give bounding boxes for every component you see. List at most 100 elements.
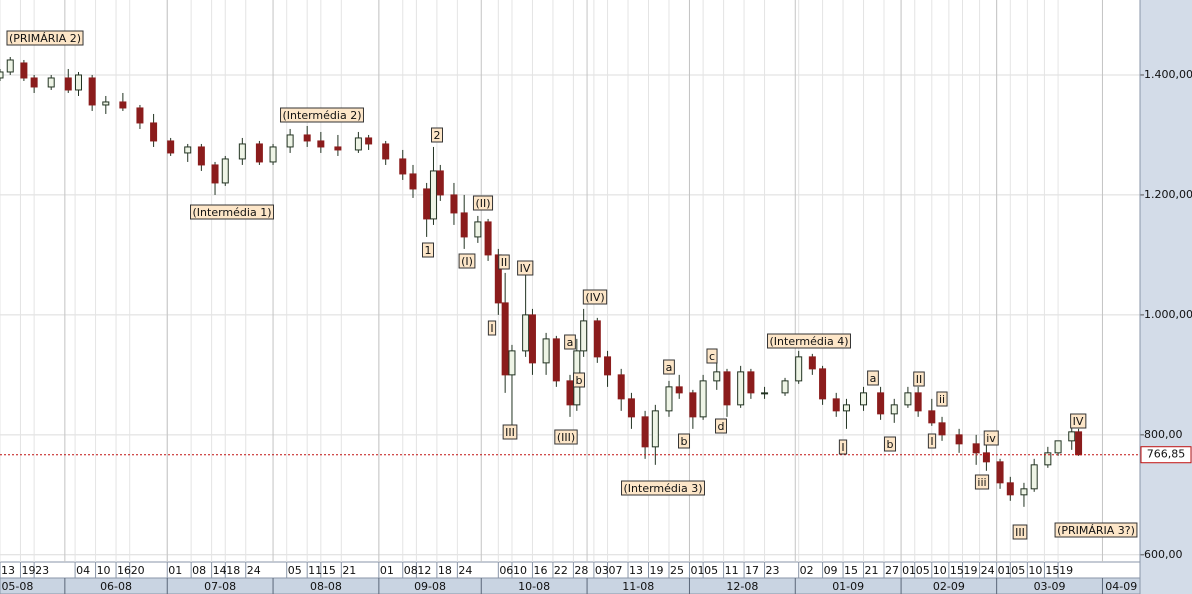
wave-label: iii: [974, 474, 990, 490]
x-tick-label: 15: [950, 564, 964, 577]
wave-label-text: III: [505, 426, 515, 439]
x-tick-label: 07: [609, 564, 623, 577]
x-tick-label: 24: [458, 564, 472, 577]
wave-label-box: [573, 372, 586, 388]
month-label: 08-08: [310, 580, 342, 593]
wave-label: b: [678, 433, 691, 449]
x-tick-label: 01: [902, 564, 916, 577]
wave-label-box: [487, 320, 497, 336]
candle-body: [167, 140, 175, 154]
wave-label-text: b: [576, 374, 583, 387]
candle-body: [842, 404, 850, 412]
candle-body: [75, 74, 83, 91]
candle-body: [819, 368, 827, 400]
y-tick-label: 1.200,00: [1144, 188, 1192, 201]
wave-label-box: [936, 391, 948, 407]
wave-label-text: (PRIMÁRIA 3?): [1057, 524, 1135, 537]
wave-label-box: [472, 195, 494, 211]
wave-label-box: [422, 242, 434, 258]
x-tick-label: 01: [690, 564, 704, 577]
month-label: 11-08: [622, 580, 654, 593]
wave-label-box: [767, 333, 851, 349]
x-tick-label: 21: [342, 564, 356, 577]
wave-label-text: (PRIMÁRIA 2): [9, 32, 81, 45]
wave-label-box: [1054, 522, 1138, 538]
candle-body: [436, 170, 444, 196]
x-tick-label: 19: [964, 564, 978, 577]
wave-label-text: IV: [1073, 415, 1084, 428]
x-tick-label: 25: [670, 564, 684, 577]
wave-label-box: [280, 107, 364, 123]
x-tick-label: 06: [499, 564, 513, 577]
x-tick-label: 16: [533, 564, 547, 577]
wave-label-box: [431, 127, 443, 143]
wave-label-box: [621, 480, 705, 496]
candle-body: [1068, 431, 1076, 442]
labels: 600,00 800,00 1.000,00 1.200,00 1.400,00 13 19…: [1, 30, 1192, 593]
wave-label-text: I: [490, 322, 493, 335]
candle-body: [1054, 440, 1062, 454]
wave-label-box: [983, 430, 999, 446]
candle-body: [286, 134, 294, 148]
candle-body: [860, 392, 868, 406]
x-tick-label: 11: [308, 564, 322, 577]
candle-body: [982, 452, 990, 463]
month-label: 09-08: [414, 580, 446, 593]
wave-label-text: I: [930, 435, 933, 448]
wave-label-text: a: [666, 361, 673, 374]
candle-body: [890, 404, 898, 415]
candle-body: [737, 371, 745, 406]
month-label: 05-08: [1, 580, 33, 593]
wave-label: IV: [1070, 413, 1087, 429]
wave-label-box: [498, 254, 510, 270]
x-tick-label: 04: [76, 564, 90, 577]
wave-label-text: (Intermédia 4): [770, 335, 849, 348]
wave-label: 2: [431, 127, 443, 143]
wave-label: (I): [458, 253, 476, 269]
candle-body: [996, 461, 1004, 484]
candle-body: [832, 398, 840, 412]
x-tick-label: 02: [800, 564, 814, 577]
candle-body: [675, 386, 683, 394]
y-tick-label: 600,00: [1144, 548, 1183, 561]
candle-body: [904, 392, 912, 406]
wave-label-box: [913, 371, 925, 387]
candle-body: [665, 386, 673, 412]
candle-body: [955, 434, 963, 445]
candle-body: [47, 77, 55, 88]
candle-body: [450, 194, 458, 214]
candle-body: [423, 188, 431, 220]
month-label: 03-09: [1034, 580, 1066, 593]
wave-label-text: (Intermédia 1): [193, 206, 272, 219]
candle-body: [699, 380, 707, 418]
last-price-box: [1140, 446, 1192, 464]
wave-label-text: a: [567, 336, 574, 349]
candle-body: [6, 59, 14, 73]
wave-label-text: iv: [986, 432, 996, 445]
wave-label-text: 1: [425, 244, 432, 257]
candle-body: [409, 173, 417, 190]
candle-body: [365, 137, 373, 145]
x-tick-label: 24: [981, 564, 995, 577]
x-tick-label: 05: [1011, 564, 1025, 577]
month-label: 02-09: [933, 580, 965, 593]
candle-body: [501, 302, 509, 376]
candle-body: [1020, 488, 1028, 496]
wave-label-box: [884, 436, 897, 452]
wave-label-text: IV: [520, 262, 531, 275]
month-axis-area: [0, 577, 1141, 594]
candle-body: [627, 398, 635, 418]
wave-label-text: I: [841, 441, 844, 454]
wave-label: 1: [422, 242, 434, 258]
candle-body: [580, 320, 588, 352]
candle-body: [723, 371, 731, 406]
wave-label-text: (Intermédia 2): [283, 109, 362, 122]
x-tick-label: 20: [131, 564, 145, 577]
wave-label: I: [487, 320, 497, 336]
wave-label: (III): [554, 429, 578, 445]
wave-label-box: [1070, 413, 1087, 429]
candle-body: [255, 143, 263, 163]
candle-body: [303, 134, 311, 142]
candle-body: [211, 164, 219, 184]
candle-body: [1006, 482, 1014, 496]
